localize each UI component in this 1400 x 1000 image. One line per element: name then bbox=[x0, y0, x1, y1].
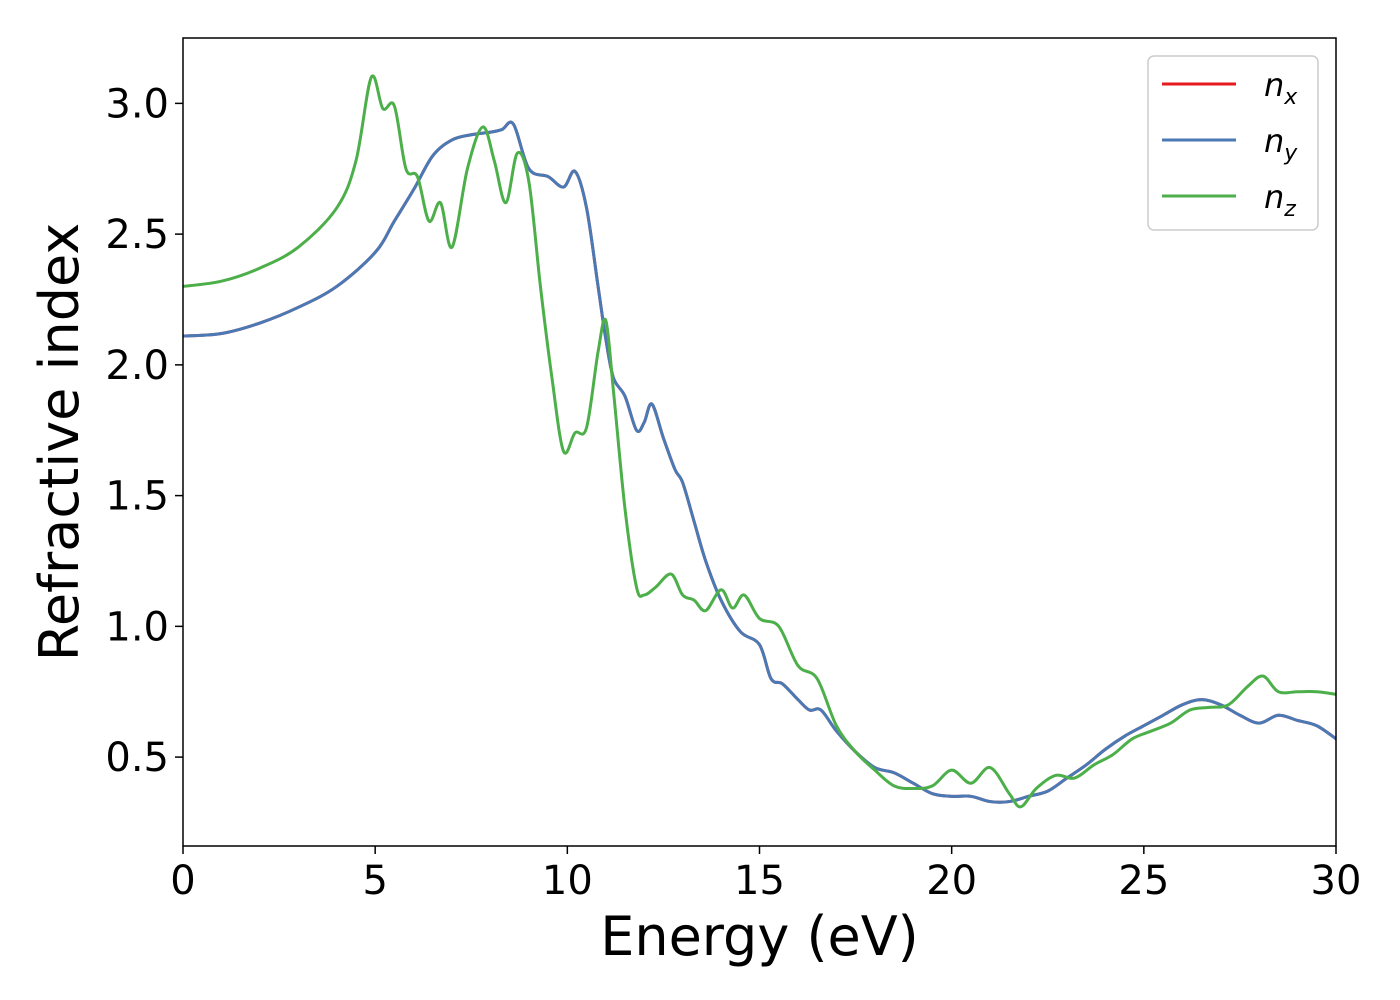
series-layer bbox=[183, 74, 1336, 809]
legend-label-nx: nx bbox=[1264, 66, 1298, 110]
x-tick-label: 0 bbox=[170, 858, 195, 904]
x-tick-label: 30 bbox=[1311, 858, 1362, 904]
y-tick-label: 1.0 bbox=[105, 604, 169, 650]
legend-items: nx ny nz bbox=[1162, 66, 1298, 222]
x-tick-label: 10 bbox=[542, 858, 593, 904]
y-axis-label: Refractive index bbox=[28, 223, 91, 662]
x-tick-label: 15 bbox=[734, 858, 785, 904]
x-tick-label: 25 bbox=[1118, 858, 1169, 904]
x-tick-label: 5 bbox=[362, 858, 387, 904]
y-tick-label: 2.0 bbox=[105, 343, 169, 389]
y-axis-ticks: 0.5 1.0 1.5 2.0 2.5 3.0 bbox=[105, 81, 183, 781]
legend: nx ny nz bbox=[1147, 55, 1319, 231]
x-axis-ticks: 0 5 10 15 20 25 30 bbox=[170, 846, 1361, 904]
y-tick-label: 0.5 bbox=[105, 735, 169, 781]
y-tick-label: 3.0 bbox=[105, 81, 169, 127]
legend-box bbox=[1147, 55, 1319, 231]
y-tick-label: 2.5 bbox=[105, 212, 169, 258]
legend-label-nz: nz bbox=[1264, 178, 1296, 222]
x-tick-label: 20 bbox=[926, 858, 977, 904]
x-axis-label: Energy (eV) bbox=[600, 905, 919, 968]
legend-label-ny: ny bbox=[1264, 122, 1298, 166]
y-tick-label: 1.5 bbox=[105, 474, 169, 520]
series-line-nz bbox=[183, 74, 1336, 809]
series-line-ny bbox=[183, 120, 1336, 804]
